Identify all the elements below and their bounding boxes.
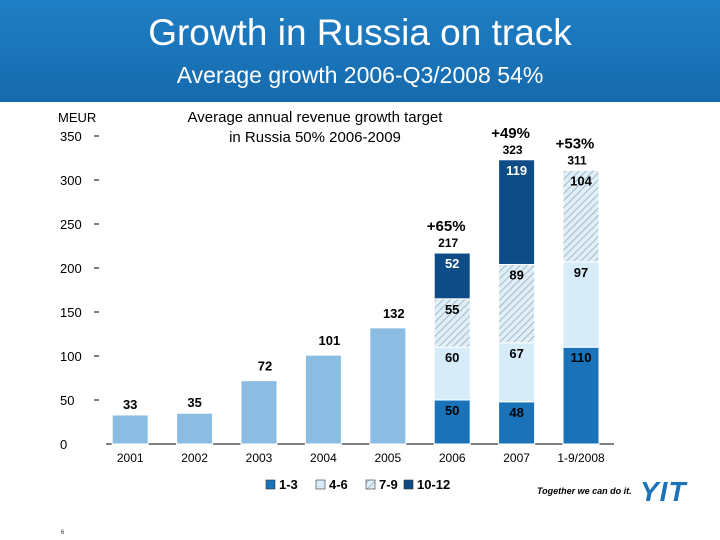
legend-label: 10-12: [417, 477, 450, 492]
data-label: 119: [506, 163, 527, 178]
data-label: 67: [509, 346, 523, 361]
chart-annotation-line1: Average annual revenue growth target: [188, 109, 444, 126]
x-tick-label: 2002: [181, 451, 208, 465]
legend-label: 4-6: [329, 477, 348, 492]
bar-annual: [304, 354, 342, 445]
legend-label: 1-3: [279, 477, 298, 492]
bar-segment: [498, 401, 536, 445]
slide-title: Growth in Russia on track: [148, 12, 572, 53]
data-label: 97: [574, 265, 588, 280]
bar-segment: [562, 169, 600, 263]
data-label: 35: [187, 395, 201, 410]
slogan: Together we can do it.: [537, 486, 632, 496]
growth-label: +65%: [427, 218, 466, 235]
x-tick-label: 2007: [503, 451, 530, 465]
bar-annual: [176, 412, 214, 445]
stack-total-label: 311: [567, 153, 587, 167]
data-label: 89: [509, 267, 523, 282]
growth-label: +49%: [491, 125, 530, 142]
stack-total-label: 323: [503, 143, 523, 157]
x-tick-label: 2006: [439, 451, 466, 465]
y-tick-label: 0: [60, 437, 67, 452]
legend-swatch: [265, 479, 276, 490]
y-tick-label: 150: [60, 305, 82, 320]
bar-segment: [562, 346, 600, 445]
data-label: 104: [570, 173, 592, 188]
y-tick-label: 300: [60, 173, 82, 188]
data-label: 60: [445, 350, 459, 365]
slide-subtitle: Average growth 2006-Q3/2008 54%: [176, 62, 544, 88]
y-tick-label: 250: [60, 217, 82, 232]
data-label: 50: [445, 403, 459, 418]
y-tick-label: 50: [60, 393, 74, 408]
stack-total-label: 217: [438, 236, 458, 250]
data-label: 101: [319, 333, 341, 348]
x-tick-label: 1-9/2008: [557, 451, 605, 465]
bar-annual: [240, 380, 278, 445]
bar-segment: [498, 159, 536, 265]
x-tick-label: 2001: [117, 451, 144, 465]
bar-segment: [562, 261, 600, 348]
data-label: 48: [509, 405, 523, 420]
chart-annotation-line2: in Russia 50% 2006-2009: [229, 129, 401, 146]
legend-swatch: [403, 479, 414, 490]
data-label: 72: [258, 359, 272, 374]
bar-segment: [498, 342, 536, 403]
yit-logo: YIT: [640, 476, 687, 507]
y-tick-label: 350: [60, 129, 82, 144]
bar-segment: [433, 346, 471, 401]
y-tick-label: 200: [60, 261, 82, 276]
bar-segment: [433, 399, 471, 445]
data-label: 55: [445, 302, 459, 317]
bar-annual: [369, 327, 407, 445]
slide-header: Growth in Russia on track Average growth…: [0, 0, 720, 102]
bar-annual: [111, 414, 149, 445]
growth-label: +53%: [556, 135, 595, 152]
data-label: 110: [571, 350, 592, 365]
bar-segment: [433, 298, 471, 348]
legend-swatch: [315, 479, 326, 490]
legend-swatch: [365, 479, 376, 490]
x-tick-label: 2004: [310, 451, 337, 465]
page-number: 6: [61, 530, 65, 536]
data-label: 132: [383, 306, 405, 321]
x-tick-label: 2003: [246, 451, 273, 465]
data-label: 52: [445, 256, 459, 271]
y-tick-label: 100: [60, 349, 82, 364]
x-tick-label: 2005: [374, 451, 401, 465]
unit-label: MEUR: [58, 110, 96, 125]
legend-label: 7-9: [379, 477, 398, 492]
data-label: 33: [123, 397, 137, 412]
bar-segment: [433, 252, 471, 300]
